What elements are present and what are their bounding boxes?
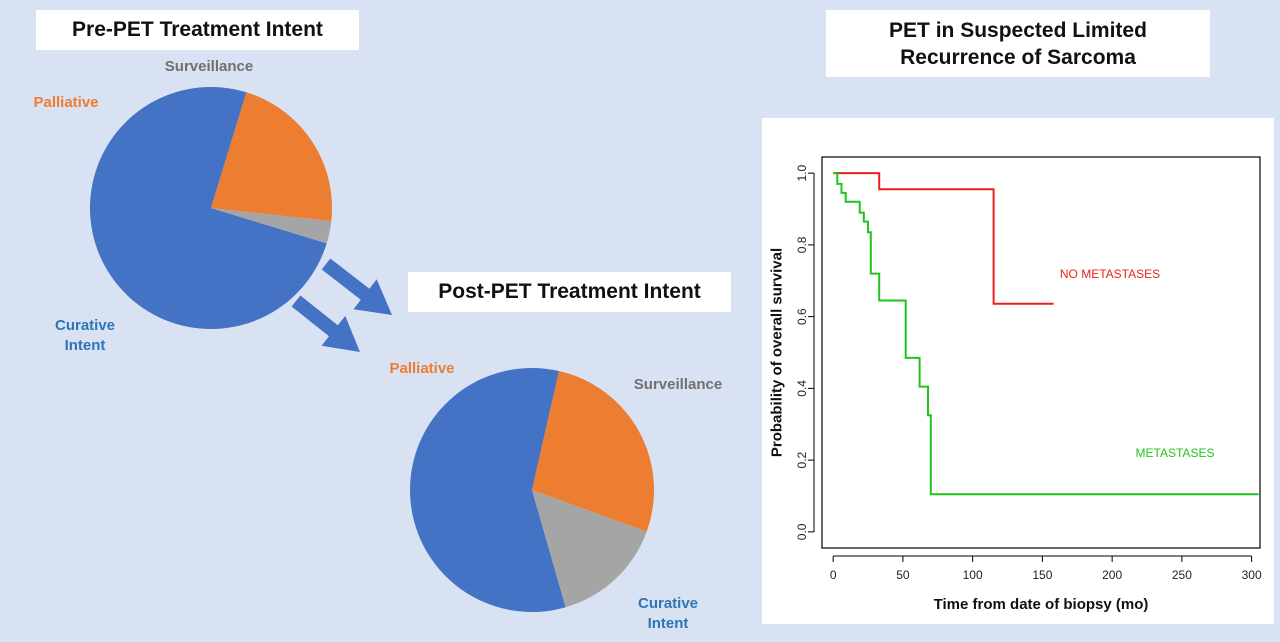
- pie-slice-curative-intent: [89, 87, 327, 330]
- km-y-tick-label: 0.4: [795, 380, 809, 397]
- pie-label-line: Curative: [55, 317, 115, 334]
- km-x-tick-label: 300: [1242, 568, 1262, 582]
- km-line-no-metastases: [833, 172, 1054, 305]
- pie-label-line: Surveillance: [634, 376, 722, 393]
- pie-label-palliative: Palliative: [389, 360, 454, 377]
- pie-label-line: Palliative: [389, 360, 454, 377]
- pie-label-curative-intent: Curative Intent: [55, 317, 115, 354]
- pie-label-line: Intent: [65, 337, 106, 354]
- pie-slice-curative-intent: [409, 367, 566, 612]
- km-x-tick-label: 100: [963, 568, 983, 582]
- km-x-tick-label: 250: [1172, 568, 1192, 582]
- km-y-axis-label: Probability of overall survival: [769, 248, 786, 457]
- pie-label-surveillance: Surveillance: [165, 58, 253, 75]
- km-x-tick-label: 0: [830, 568, 837, 582]
- km-x-tick-label: 150: [1032, 568, 1052, 582]
- km-x-tick-label: 50: [896, 568, 910, 582]
- pie-slice-surveillance: [532, 490, 647, 608]
- transition-arrow-icon: [291, 295, 360, 352]
- pre-pet-title: Pre-PET Treatment Intent: [36, 10, 359, 50]
- pie-label-line: Palliative: [33, 94, 98, 111]
- pre-pet-pie: Curative Intent Palliative Surveillance: [33, 58, 332, 354]
- km-y-tick-label: 0.8: [795, 236, 809, 253]
- pie-slice-palliative: [211, 92, 332, 222]
- pie-label-curative-intent: Curative Intent: [638, 595, 698, 632]
- km-y-tick-label: 1.0: [795, 164, 809, 181]
- post-pet-pie: Curative Intent Palliative Surveillance: [389, 360, 722, 632]
- km-x-axis-label: Time from date of biopsy (mo): [934, 596, 1149, 613]
- km-y-tick-label: 0.2: [795, 451, 809, 468]
- km-y-tick-label: 0.0: [795, 523, 809, 540]
- km-title: PET in Suspected Limited Recurrence of S…: [826, 10, 1210, 77]
- transition-arrow-icon: [321, 258, 392, 315]
- km-series-label-metastases: METASTASES: [1136, 446, 1215, 460]
- km-y-tick-label: 0.6: [795, 308, 809, 325]
- km-title-line-1: PET in Suspected Limited: [889, 19, 1147, 42]
- km-title-line-2: Recurrence of Sarcoma: [900, 46, 1136, 69]
- km-series-label-no-metastases: NO METASTASES: [1060, 267, 1160, 281]
- pie-label-line: Intent: [648, 615, 689, 632]
- km-line-metastases: [833, 172, 1259, 496]
- pie-slice-surveillance: [211, 208, 332, 244]
- pie-label-line: Curative: [638, 595, 698, 612]
- post-pet-title: Post-PET Treatment Intent: [408, 272, 731, 312]
- pie-label-line: Surveillance: [165, 58, 253, 75]
- pie-label-palliative: Palliative: [33, 94, 98, 111]
- pie-slice-palliative: [532, 371, 654, 532]
- pie-label-surveillance: Surveillance: [634, 376, 722, 393]
- km-x-tick-label: 200: [1102, 568, 1122, 582]
- km-plot-frame: [821, 156, 1261, 549]
